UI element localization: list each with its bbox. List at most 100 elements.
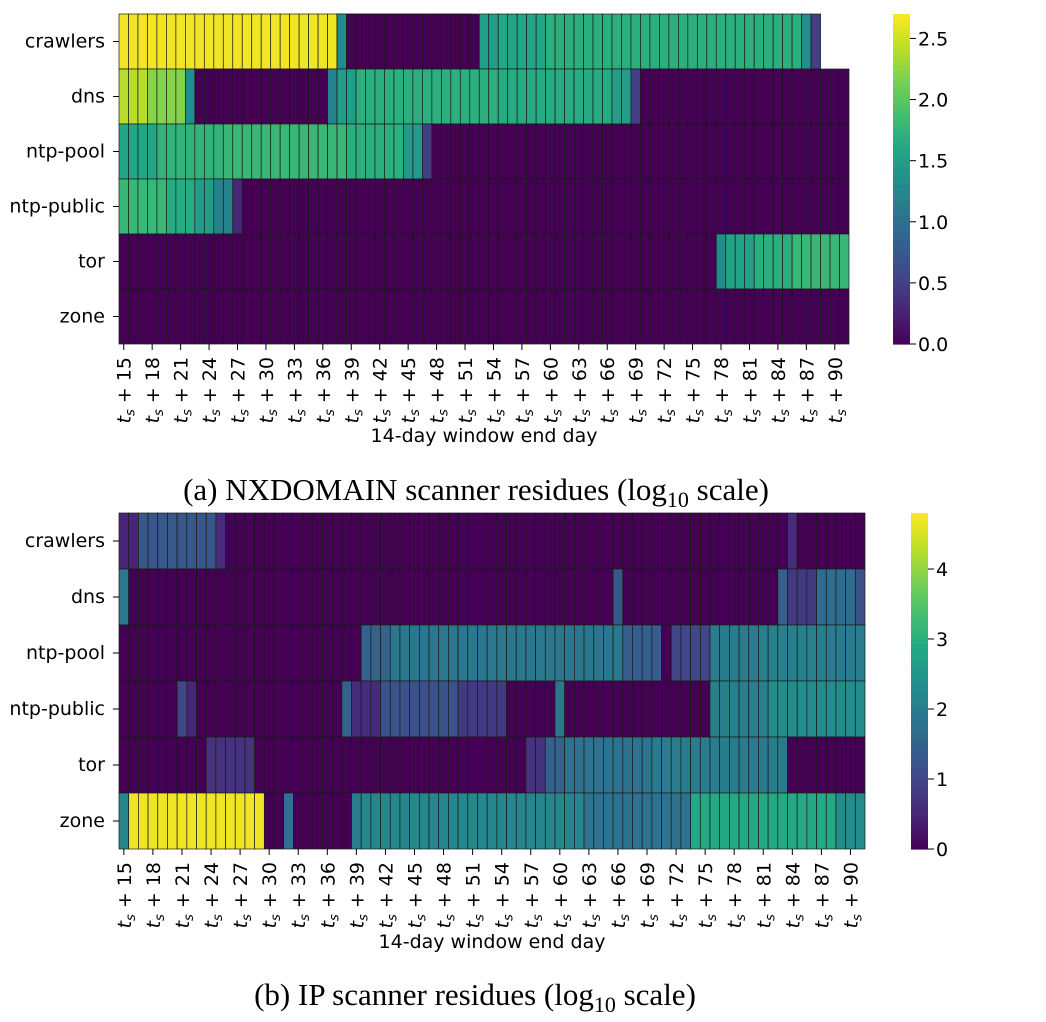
heatmap-cell: [283, 736, 294, 794]
heatmap-cell: [497, 13, 509, 70]
heatmap-cell: [602, 13, 613, 70]
heatmap-cell: [215, 792, 226, 850]
colorbar-swatch: [911, 669, 928, 675]
heatmap-cell: [787, 792, 798, 850]
heatmap-cell: [477, 568, 488, 626]
heatmap-cell: [791, 68, 802, 125]
heatmap-cell: [801, 123, 812, 180]
heatmap-cell: [516, 13, 528, 70]
heatmap-cell: [260, 68, 272, 125]
heatmap-cell: [725, 233, 736, 290]
heatmap-cell: [593, 680, 604, 738]
heatmap-cell: [583, 736, 595, 794]
heatmap-cell: [457, 736, 469, 794]
heatmap-cell: [715, 233, 727, 290]
colorbar-swatch: [911, 632, 928, 637]
heatmap-cell: [147, 178, 158, 235]
heatmap-cell: [545, 68, 556, 125]
heatmap-cell: [668, 68, 679, 125]
heatmap-cell: [412, 233, 423, 290]
heatmap-cell: [690, 512, 701, 570]
colorbar-swatch: [893, 113, 910, 118]
heatmap-cell: [203, 123, 215, 180]
colorbar-tick-label: 2.0: [918, 90, 948, 112]
heatmap-cell: [448, 624, 459, 682]
heatmap-cell: [346, 13, 357, 70]
heatmap-cell: [186, 792, 197, 850]
heatmap-cell: [166, 68, 177, 125]
colorbar-swatch: [911, 718, 928, 723]
heatmap-cell: [467, 792, 478, 850]
heatmap-cell: [820, 123, 831, 180]
heatmap-cell: [719, 568, 730, 626]
heatmap-cell: [835, 792, 846, 850]
heatmap-cell: [370, 680, 381, 738]
heatmap-cell: [734, 123, 746, 180]
heatmap-cell: [232, 288, 243, 345]
colorbar-swatch: [911, 834, 928, 839]
colorbar-swatch: [893, 47, 910, 52]
heatmap-cell: [526, 68, 537, 125]
heatmap-cell: [365, 288, 376, 345]
heatmap-cell: [526, 288, 537, 345]
heatmap-cell: [194, 13, 205, 70]
heatmap-cell: [327, 233, 338, 290]
heatmap-cell: [448, 512, 459, 570]
heatmap-cell: [758, 792, 769, 850]
colorbar-swatch: [893, 197, 910, 202]
heatmap-cell: [854, 568, 866, 626]
colorbar-swatch: [911, 636, 928, 641]
heatmap-cell: [440, 123, 452, 180]
heatmap-cell: [622, 568, 633, 626]
heatmap-cell: [478, 123, 490, 180]
colorbar-swatch: [911, 666, 928, 671]
heatmap-cell: [680, 512, 691, 570]
heatmap-cell: [302, 792, 314, 850]
heatmap-cell: [213, 68, 224, 125]
heatmap-cell: [649, 288, 660, 345]
heatmap-cell: [322, 736, 333, 794]
heatmap-cell: [412, 178, 423, 235]
heatmap-cell: [573, 288, 584, 345]
heatmap-cell: [399, 568, 410, 626]
heatmap-cell: [782, 13, 793, 70]
heatmap-cell: [156, 123, 167, 180]
heatmap-cell: [365, 178, 376, 235]
heatmap-cell: [448, 792, 459, 850]
heatmap-cell: [772, 178, 783, 235]
heatmap-cell: [137, 123, 148, 180]
y-tick-label: dns: [71, 586, 105, 608]
heatmap-cell: [791, 288, 802, 345]
colorbar-tick-label: 0: [936, 839, 948, 861]
x-tick-label: ts + 36: [313, 357, 338, 423]
heatmap-cell: [488, 68, 499, 125]
colorbar-swatch: [893, 39, 910, 44]
x-tick-label: ts + 81: [753, 862, 778, 928]
heatmap-cell: [787, 624, 798, 682]
heatmap-cell: [327, 123, 338, 180]
heatmap-cell: [225, 568, 236, 626]
heatmap-cell: [670, 680, 682, 738]
colorbar-tick-label: 2.5: [918, 28, 948, 50]
colorbar-swatch: [911, 793, 928, 798]
colorbar-swatch: [911, 677, 928, 682]
heatmap-cell: [820, 233, 831, 290]
heatmap-cell: [729, 512, 740, 570]
heatmap-cell: [244, 568, 255, 626]
colorbar-swatch: [911, 766, 928, 772]
heatmap-cell: [293, 736, 304, 794]
heatmap-cell: [241, 233, 253, 290]
heatmap-cell: [346, 288, 357, 345]
colorbar-swatch: [911, 830, 928, 835]
heatmap-cell: [564, 680, 575, 738]
x-tick-label: ts + 69: [637, 862, 662, 928]
heatmap-cell: [777, 680, 788, 738]
x-tick-label: ts + 84: [768, 357, 793, 423]
heatmap-cell: [403, 178, 414, 235]
heatmap-cell: [829, 123, 840, 180]
heatmap-cell: [412, 288, 423, 345]
heatmap-cell: [535, 13, 546, 70]
heatmap-cell: [486, 624, 498, 682]
heatmap-cell: [602, 123, 613, 180]
heatmap-cell: [612, 792, 624, 850]
